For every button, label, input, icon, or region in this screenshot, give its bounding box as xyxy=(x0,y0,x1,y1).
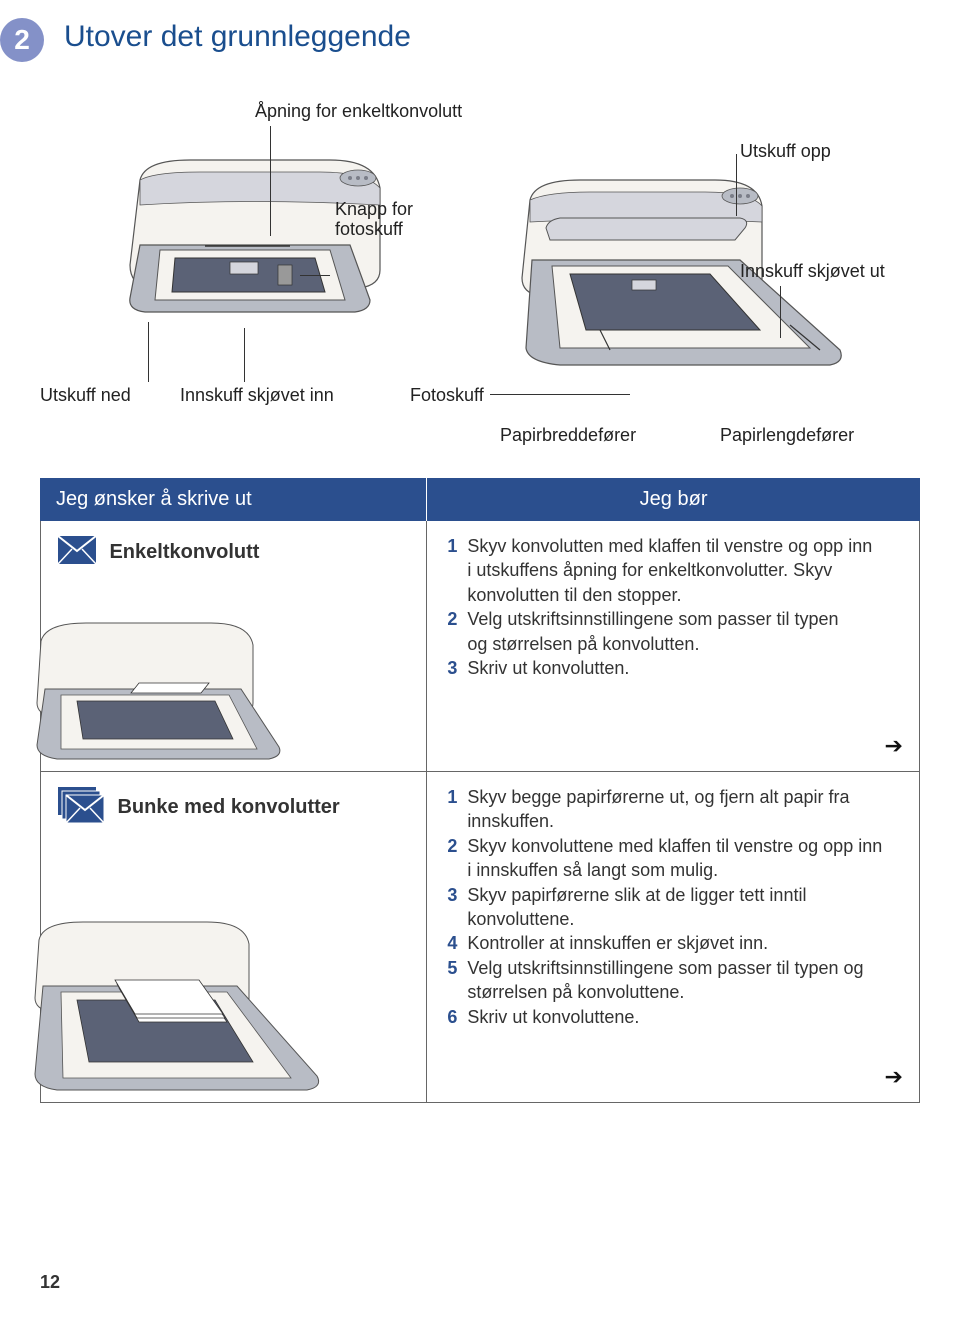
printer-left-illustration xyxy=(100,150,400,360)
step-cont: i innskuffen så langt som mulig. xyxy=(467,859,899,882)
table-cell-right: 1Skyv begge papirførerne ut, og fjern al… xyxy=(427,772,919,1102)
table-cell-left: Bunke med konvolutter xyxy=(41,772,427,1102)
leader-line xyxy=(736,154,737,216)
step-number: 1 xyxy=(447,535,467,558)
step-cont: innskuffen. xyxy=(467,810,899,833)
row-label: Enkeltkonvolutt xyxy=(109,541,259,564)
step: 4Kontroller at innskuffen er skjøvet inn… xyxy=(447,932,899,955)
leader-line xyxy=(780,286,781,338)
step: 2Velg utskriftsinnstillingene som passer… xyxy=(447,608,899,631)
callout-length-guide: Papirlengdefører xyxy=(720,426,854,446)
envelope-stack-icon xyxy=(57,786,105,829)
callout-out-tray-down: Utskuff ned xyxy=(40,386,131,406)
step-text: Velg utskriftsinnstillingene som passer … xyxy=(467,609,838,629)
step-number: 1 xyxy=(447,786,467,809)
continue-arrow-icon: ➔ xyxy=(885,1064,903,1090)
step-number: 6 xyxy=(447,1006,467,1029)
step: 3Skyv papirførerne slik at de ligger tet… xyxy=(447,884,899,907)
step-cont: og størrelsen på konvolutten. xyxy=(467,633,899,656)
leader-line xyxy=(148,322,149,382)
callout-single-envelope-slot: Åpning for enkeltkonvolutt xyxy=(255,102,462,122)
step-text: Skyv begge papirførerne ut, og fjern alt… xyxy=(467,787,849,807)
step-cont: størrelsen på konvoluttene. xyxy=(467,981,899,1004)
row-label: Bunke med konvolutter xyxy=(117,796,339,819)
printer-thumb-illustration xyxy=(31,611,311,771)
step-number: 3 xyxy=(447,657,467,680)
callout-width-guide: Papirbreddefører xyxy=(500,426,636,446)
step: 5Velg utskriftsinnstillingene som passer… xyxy=(447,957,899,980)
step-text: Kontroller at innskuffen er skjøvet inn. xyxy=(467,933,768,953)
step-cont: konvolutten til den stopper. xyxy=(467,584,899,607)
continue-arrow-icon: ➔ xyxy=(885,733,903,759)
step-text: Skyv konvoluttene med klaffen til venstr… xyxy=(467,836,882,856)
step-text: Skyv papirførerne slik at de ligger tett… xyxy=(467,885,806,905)
instruction-table: Jeg ønsker å skrive ut Jeg bør Enkeltkon… xyxy=(40,478,920,1103)
step-text: Skyv konvolutten med klaffen til venstre… xyxy=(467,536,872,556)
step: 2Skyv konvoluttene med klaffen til venst… xyxy=(447,835,899,858)
step: 1Skyv begge papirførerne ut, og fjern al… xyxy=(447,786,899,809)
table-row: Enkeltkonvolutt 1Skyv konvolutten med kl… xyxy=(40,521,920,772)
step-number: 5 xyxy=(447,957,467,980)
leader-line xyxy=(244,328,245,382)
chapter-number: 2 xyxy=(14,24,30,56)
table-header-row: Jeg ønsker å skrive ut Jeg bør xyxy=(40,478,920,521)
step-text: Skriv ut konvoluttene. xyxy=(467,1007,639,1027)
printer-thumb-illustration xyxy=(31,912,331,1102)
step-number: 3 xyxy=(447,884,467,907)
leader-line xyxy=(490,394,630,395)
callout-in-tray-out: Innskuff skjøvet ut xyxy=(740,262,885,282)
step: 3Skriv ut konvolutten. xyxy=(447,657,899,680)
step-cont: konvoluttene. xyxy=(467,908,899,931)
table-row: Bunke med konvolutter 1Skyv begge papirf… xyxy=(40,772,920,1103)
step-number: 4 xyxy=(447,932,467,955)
table-header-left: Jeg ønsker å skrive ut xyxy=(40,478,427,521)
step: 1Skyv konvolutten med klaffen til venstr… xyxy=(447,535,899,558)
step-text: Velg utskriftsinnstillingene som passer … xyxy=(467,958,863,978)
chapter-title: Utover det grunnleggende xyxy=(64,20,411,54)
callout-photo-button: Knapp for fotoskuff xyxy=(335,200,413,240)
step-number: 2 xyxy=(447,835,467,858)
printer-right-illustration xyxy=(500,170,870,420)
printer-diagram: Åpning for enkeltkonvolutt Knapp for fot… xyxy=(40,80,920,460)
step-text: Skriv ut konvolutten. xyxy=(467,658,629,678)
callout-photo-tray: Fotoskuff xyxy=(410,386,484,406)
step-cont: i utskuffens åpning for enkeltkonvolutte… xyxy=(467,559,899,582)
page-number: 12 xyxy=(40,1272,60,1293)
chapter-number-badge: 2 xyxy=(0,18,44,62)
step-number: 2 xyxy=(447,608,467,631)
step: 6Skriv ut konvoluttene. xyxy=(447,1006,899,1029)
callout-out-tray-up: Utskuff opp xyxy=(740,142,831,162)
callout-in-tray-in: Innskuff skjøvet inn xyxy=(180,386,334,406)
leader-line xyxy=(270,126,271,236)
table-header-right: Jeg bør xyxy=(427,478,920,521)
table-cell-right: 1Skyv konvolutten med klaffen til venstr… xyxy=(427,521,919,771)
envelope-icon xyxy=(57,535,97,570)
leader-line xyxy=(300,275,330,276)
table-cell-left: Enkeltkonvolutt xyxy=(41,521,427,771)
